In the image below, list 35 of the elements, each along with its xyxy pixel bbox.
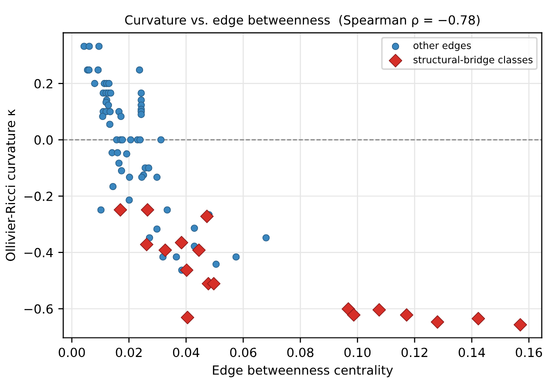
x-tick-label: 0.06 — [230, 348, 256, 358]
x-tick-label: 0.08 — [287, 348, 314, 358]
x-axis-title: Edge betweenness centrality — [212, 365, 393, 378]
chart-title: Curvature vs. edge betweenness (Spearman ρ = −0.78) — [125, 14, 480, 28]
x-tick-label: 0.12 — [402, 348, 428, 358]
point — [430, 315, 444, 329]
x-tick-label: 0.00 — [58, 348, 85, 358]
point — [158, 243, 172, 257]
y-tick-label: 0.0 — [34, 135, 53, 145]
point — [174, 236, 188, 250]
point — [180, 310, 194, 324]
legend-label: structural-bridge classes — [414, 56, 533, 66]
point — [140, 238, 154, 252]
point — [114, 203, 128, 217]
point — [200, 210, 214, 224]
point — [472, 312, 486, 326]
y-tick-label: −0.6 — [24, 304, 53, 314]
point — [180, 263, 194, 277]
x-tick-label: 0.16 — [516, 348, 542, 358]
point — [192, 243, 206, 257]
x-tick-label: 0.02 — [116, 348, 142, 358]
point — [514, 318, 528, 332]
point — [372, 303, 386, 317]
y-tick-label: −0.2 — [24, 192, 52, 202]
y-tick-label: 0.2 — [34, 78, 52, 88]
legend-label: other edges — [414, 42, 471, 51]
point — [347, 308, 360, 322]
y-axis-title: Ollivier-Ricci curvature κ — [6, 109, 16, 261]
point — [140, 203, 154, 217]
x-tick-label: 0.10 — [344, 348, 371, 358]
point — [400, 308, 414, 322]
point — [207, 276, 221, 290]
x-tick-label: 0.04 — [172, 348, 200, 358]
y-tick-label: −0.4 — [24, 248, 53, 258]
x-tick-label: 0.14 — [458, 348, 485, 358]
